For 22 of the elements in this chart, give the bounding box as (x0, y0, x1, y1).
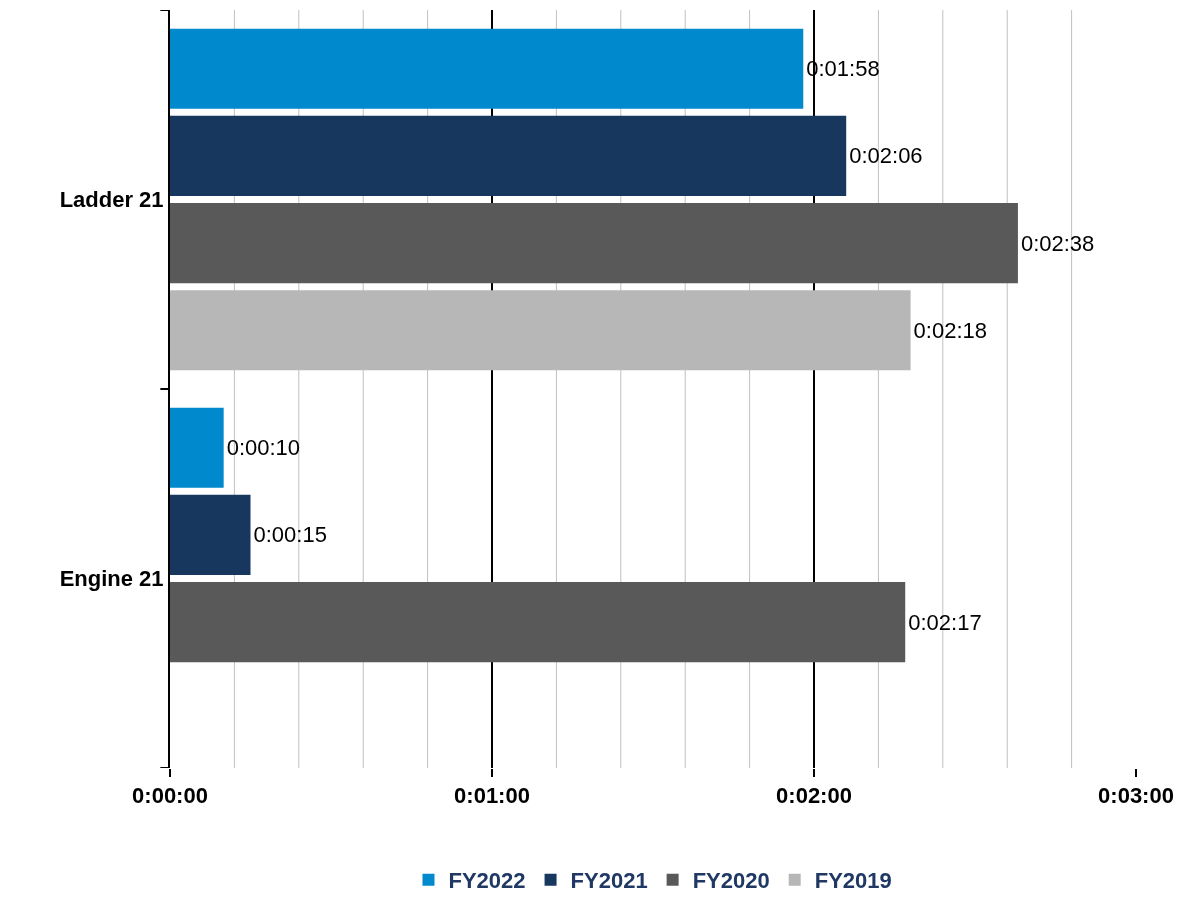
bar (170, 28, 804, 109)
bar (170, 202, 1018, 284)
legend-label: FY2021 (570, 868, 648, 894)
x-tick-label: 0:01:00 (454, 783, 530, 809)
bar (170, 115, 847, 197)
data-label: 0:00:15 (253, 522, 327, 548)
bar (170, 494, 251, 576)
x-tick-label: 0:00:00 (132, 783, 208, 809)
y-tick-label: Engine 21 (59, 566, 164, 592)
data-label: 0:02:17 (908, 609, 982, 635)
data-label: 0:02:38 (1020, 230, 1095, 256)
legend-label: FY2020 (692, 868, 770, 894)
data-label: 0:00:10 (226, 435, 301, 461)
legend-label: FY2022 (448, 868, 526, 894)
legend-label: FY2019 (814, 868, 892, 894)
data-label: 0:02:06 (849, 143, 923, 169)
data-label: 0:02:18 (913, 317, 988, 343)
x-tick-label: 0:02:00 (776, 783, 852, 809)
bar (170, 407, 224, 488)
y-tick-label: Ladder 21 (59, 187, 164, 213)
bar (170, 581, 906, 663)
x-tick-label: 0:03:00 (1098, 783, 1174, 809)
